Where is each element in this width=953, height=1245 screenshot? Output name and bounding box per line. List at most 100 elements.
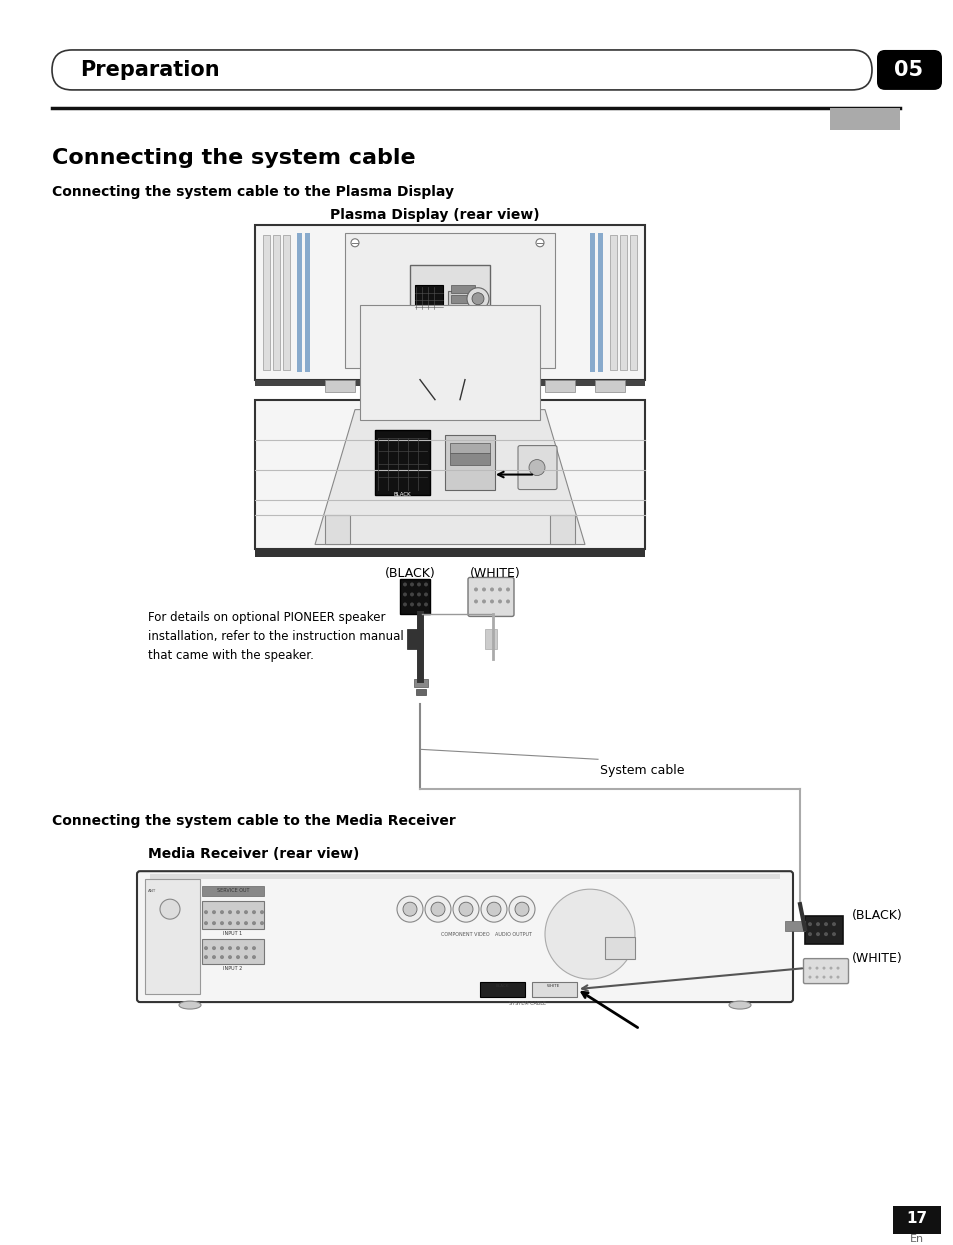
Circle shape xyxy=(536,239,543,247)
Bar xyxy=(415,285,442,310)
Circle shape xyxy=(836,966,839,970)
Circle shape xyxy=(204,955,208,959)
Text: INPUT 2: INPUT 2 xyxy=(223,966,242,971)
Bar xyxy=(479,982,524,997)
Circle shape xyxy=(212,955,215,959)
Text: (WHITE): (WHITE) xyxy=(469,568,519,580)
Circle shape xyxy=(228,910,232,914)
Text: WHITE: WHITE xyxy=(547,984,560,989)
Circle shape xyxy=(505,599,510,604)
Circle shape xyxy=(410,593,414,596)
Circle shape xyxy=(497,588,501,591)
FancyBboxPatch shape xyxy=(517,446,557,489)
Circle shape xyxy=(497,599,501,604)
Bar xyxy=(263,235,270,370)
Circle shape xyxy=(220,910,224,914)
Circle shape xyxy=(235,921,240,925)
Circle shape xyxy=(807,976,811,979)
Bar xyxy=(359,305,539,420)
Bar xyxy=(254,380,644,386)
Circle shape xyxy=(252,910,255,914)
Bar xyxy=(619,235,626,370)
Circle shape xyxy=(416,593,420,596)
Circle shape xyxy=(260,921,264,925)
Circle shape xyxy=(410,603,414,606)
Polygon shape xyxy=(314,410,584,544)
Bar xyxy=(254,549,644,558)
Bar xyxy=(325,514,350,544)
Bar xyxy=(375,430,430,494)
Circle shape xyxy=(821,966,824,970)
Bar xyxy=(804,916,842,944)
Bar xyxy=(254,400,644,549)
Text: ANT: ANT xyxy=(148,889,156,893)
Text: COMPONENT VIDEO: COMPONENT VIDEO xyxy=(440,933,489,937)
FancyBboxPatch shape xyxy=(137,872,792,1002)
Circle shape xyxy=(431,903,444,916)
Circle shape xyxy=(515,903,529,916)
Bar xyxy=(325,380,355,392)
Text: Connecting the system cable to the Plasma Display: Connecting the system cable to the Plasm… xyxy=(52,184,454,199)
Circle shape xyxy=(396,896,422,923)
Circle shape xyxy=(244,910,248,914)
Bar xyxy=(202,886,264,896)
Bar xyxy=(450,453,490,464)
Text: BLACK: BLACK xyxy=(394,492,411,497)
Bar xyxy=(892,1206,940,1234)
Text: (WHITE): (WHITE) xyxy=(851,952,902,965)
Bar xyxy=(451,285,475,293)
Circle shape xyxy=(509,896,535,923)
Bar xyxy=(595,380,624,392)
Circle shape xyxy=(416,583,420,586)
Bar xyxy=(550,514,575,544)
Circle shape xyxy=(831,923,835,926)
Circle shape xyxy=(815,933,820,936)
Text: Preparation: Preparation xyxy=(80,60,219,80)
Circle shape xyxy=(815,976,818,979)
Text: AUDIO OUTPUT: AUDIO OUTPUT xyxy=(495,933,532,937)
Bar xyxy=(484,630,497,650)
Circle shape xyxy=(160,899,180,919)
Text: Connecting the system cable: Connecting the system cable xyxy=(52,148,416,168)
Bar xyxy=(202,939,264,964)
Bar xyxy=(439,380,470,392)
Text: 17: 17 xyxy=(905,1211,926,1226)
Circle shape xyxy=(402,583,407,586)
Circle shape xyxy=(472,293,483,305)
Text: Plasma Display (rear view): Plasma Display (rear view) xyxy=(330,208,539,222)
Circle shape xyxy=(458,903,473,916)
Circle shape xyxy=(490,599,494,604)
Bar xyxy=(296,233,302,372)
Circle shape xyxy=(823,923,827,926)
Bar xyxy=(589,233,595,372)
Circle shape xyxy=(244,946,248,950)
Bar xyxy=(448,291,477,312)
Bar xyxy=(609,235,617,370)
Bar xyxy=(145,879,200,994)
Bar xyxy=(283,235,290,370)
Circle shape xyxy=(823,933,827,936)
Circle shape xyxy=(481,588,485,591)
FancyBboxPatch shape xyxy=(876,50,941,90)
Bar xyxy=(416,690,426,696)
Bar xyxy=(544,380,575,392)
Bar xyxy=(451,295,475,303)
Bar xyxy=(829,108,899,129)
Text: (BLACK): (BLACK) xyxy=(384,568,435,580)
Bar xyxy=(629,235,637,370)
Bar xyxy=(202,901,264,929)
Circle shape xyxy=(220,955,224,959)
Bar xyxy=(254,225,644,380)
Circle shape xyxy=(480,896,506,923)
FancyBboxPatch shape xyxy=(802,959,847,984)
Text: En: En xyxy=(909,1234,923,1244)
Circle shape xyxy=(252,946,255,950)
Circle shape xyxy=(402,903,416,916)
Circle shape xyxy=(402,593,407,596)
Text: SYSTEM CABLE: SYSTEM CABLE xyxy=(509,1001,546,1006)
Circle shape xyxy=(204,921,208,925)
Circle shape xyxy=(220,921,224,925)
Circle shape xyxy=(235,910,240,914)
Circle shape xyxy=(423,603,428,606)
Circle shape xyxy=(828,976,832,979)
